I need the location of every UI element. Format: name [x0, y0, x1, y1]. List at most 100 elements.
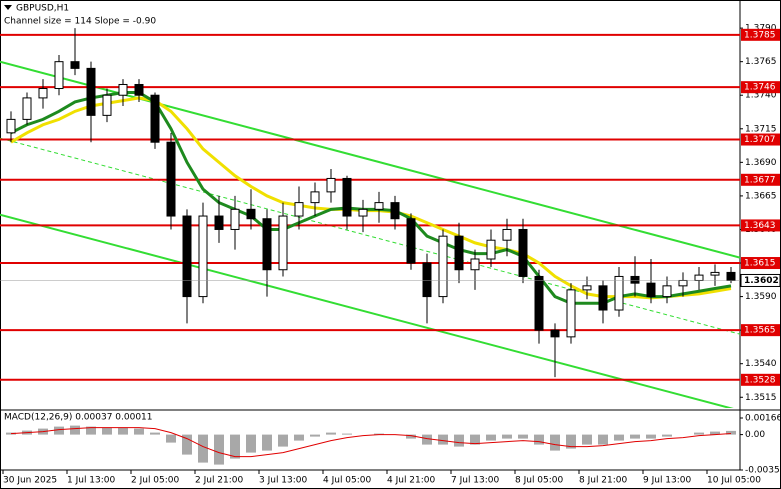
- candle-body: [518, 228, 528, 277]
- candle-body: [246, 208, 256, 220]
- level-label-bg: [741, 133, 780, 146]
- candle-body: [134, 83, 144, 96]
- candle-body: [502, 228, 512, 241]
- macd-bar: [182, 434, 192, 455]
- macd-bar: [486, 434, 496, 441]
- macd-bar: [534, 434, 544, 445]
- macd-bar: [582, 434, 592, 445]
- macd-bar: [134, 428, 144, 435]
- level-label-bg: [741, 324, 780, 337]
- candle-body: [102, 94, 112, 116]
- menu-arrow[interactable]: [4, 5, 12, 10]
- macd-bar: [630, 434, 640, 439]
- macd-bar: [662, 434, 672, 437]
- y-tick-label: 1.3765: [745, 57, 777, 67]
- macd-bar: [694, 432, 704, 435]
- macd-bar: [614, 434, 624, 441]
- y-tick-label: 1.3690: [745, 158, 777, 168]
- candle-body: [406, 218, 416, 264]
- candle-body: [550, 329, 560, 338]
- candle-body: [342, 177, 352, 217]
- y-tick-label: 1.3740: [745, 91, 777, 101]
- level-label-bg: [741, 173, 780, 186]
- level-label: 1.3615: [744, 259, 776, 269]
- macd-bar: [86, 426, 96, 435]
- candle-body: [390, 202, 400, 220]
- macd-bar: [102, 427, 112, 435]
- macd-bar: [326, 432, 336, 435]
- macd-plot: [6, 425, 736, 465]
- candle-body: [278, 215, 288, 271]
- candle-body: [582, 285, 592, 291]
- level-label-bg: [741, 257, 780, 270]
- candle-body: [54, 61, 64, 90]
- macd-bar: [550, 434, 560, 451]
- candle-body: [470, 258, 480, 271]
- macd-bar: [646, 434, 656, 439]
- candle-body: [454, 235, 464, 271]
- level-label: 1.3528: [744, 375, 776, 385]
- candle-body: [662, 285, 672, 298]
- signal-line: [10, 427, 732, 458]
- macd-bar: [310, 434, 320, 437]
- macd-bar: [166, 434, 176, 443]
- candle-body: [150, 94, 160, 143]
- y-tick-label: 1.3665: [745, 191, 777, 201]
- level-label: 1.3643: [744, 221, 776, 231]
- candle-body: [726, 271, 736, 281]
- x-tick-label: 4 Jul 05:00: [323, 476, 372, 486]
- macd-bar: [422, 434, 432, 445]
- level-label: 1.3565: [744, 326, 776, 336]
- level-label-bg: [741, 219, 780, 232]
- y-tick-label: 0.00: [745, 430, 765, 440]
- y-tick-label: 1.3590: [745, 292, 777, 302]
- candle-body: [166, 141, 176, 217]
- candle-body: [294, 202, 304, 217]
- current-price-label: 1.3602: [744, 276, 779, 286]
- macd-bar: [726, 430, 736, 435]
- y-tick-label: 1.3790: [745, 24, 777, 34]
- x-tick-label: 9 Jul 13:00: [643, 476, 692, 486]
- candle-body: [214, 215, 224, 230]
- macd-bar: [598, 434, 608, 445]
- level-label: 1.3677: [744, 175, 776, 185]
- level-label: 1.3707: [744, 135, 776, 145]
- macd-bar: [710, 431, 720, 435]
- macd-bar: [454, 434, 464, 447]
- macd-bar: [502, 434, 512, 439]
- macd-bar: [118, 427, 128, 435]
- macd-bar: [438, 434, 448, 445]
- candle-body: [230, 208, 240, 230]
- x-tick-label: 8 Jul 05:00: [515, 476, 564, 486]
- macd-bar: [262, 434, 272, 451]
- candle-body: [22, 97, 32, 120]
- macd-bar: [150, 432, 160, 435]
- candle-body: [566, 289, 576, 338]
- candle-body: [694, 274, 704, 281]
- candle-body: [598, 285, 608, 311]
- macd-bar: [470, 434, 480, 445]
- moving-average: [10, 91, 732, 305]
- macd-bar: [70, 425, 80, 435]
- x-tick-label: 2 Jul 21:00: [195, 476, 244, 486]
- chart-title: GBPUSD,H1: [16, 4, 69, 14]
- x-tick-label: 4 Jul 21:00: [387, 476, 436, 486]
- y-tick-label: 1.3540: [745, 359, 777, 369]
- candle-body: [534, 275, 544, 331]
- macd-bar: [342, 433, 352, 435]
- macd-bar: [294, 434, 304, 441]
- level-label: 1.3746: [744, 83, 776, 93]
- macd-bar: [198, 434, 208, 463]
- candle-body: [614, 275, 624, 311]
- price-plot: [0, 28, 740, 408]
- x-tick-label: 8 Jul 21:00: [579, 476, 628, 486]
- level-label-bg: [741, 28, 780, 41]
- x-tick-label: 2 Jul 05:00: [131, 476, 180, 486]
- macd-bar: [54, 426, 64, 435]
- candle-body: [262, 218, 272, 271]
- x-tick-label: 7 Jul 13:00: [451, 476, 500, 486]
- level-label-bg: [741, 373, 780, 386]
- candle-body: [118, 83, 128, 96]
